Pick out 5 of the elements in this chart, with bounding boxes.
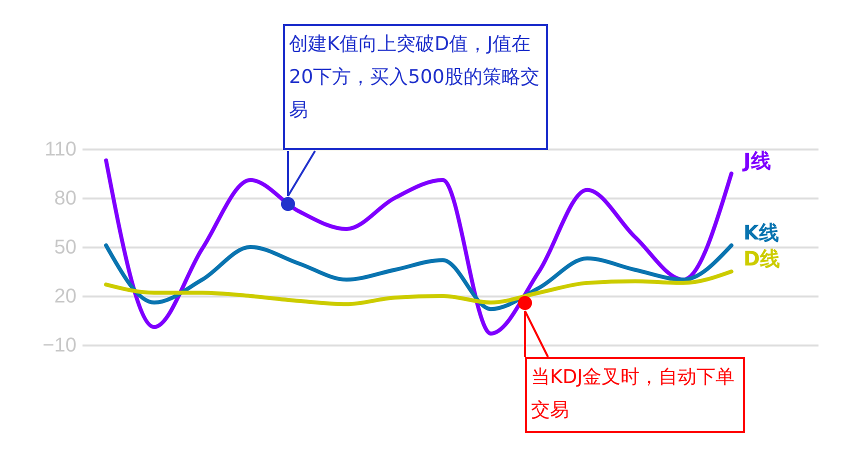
series-label: K线 [743,220,779,244]
series-label: D线 [743,246,780,270]
series-label: J线 [741,148,771,172]
callout: 创建K值向上突破D值，J值在20下方，买入500股的策略交易 [281,24,548,212]
callout: 当KDJ金叉时，自动下单交易 [518,296,745,433]
